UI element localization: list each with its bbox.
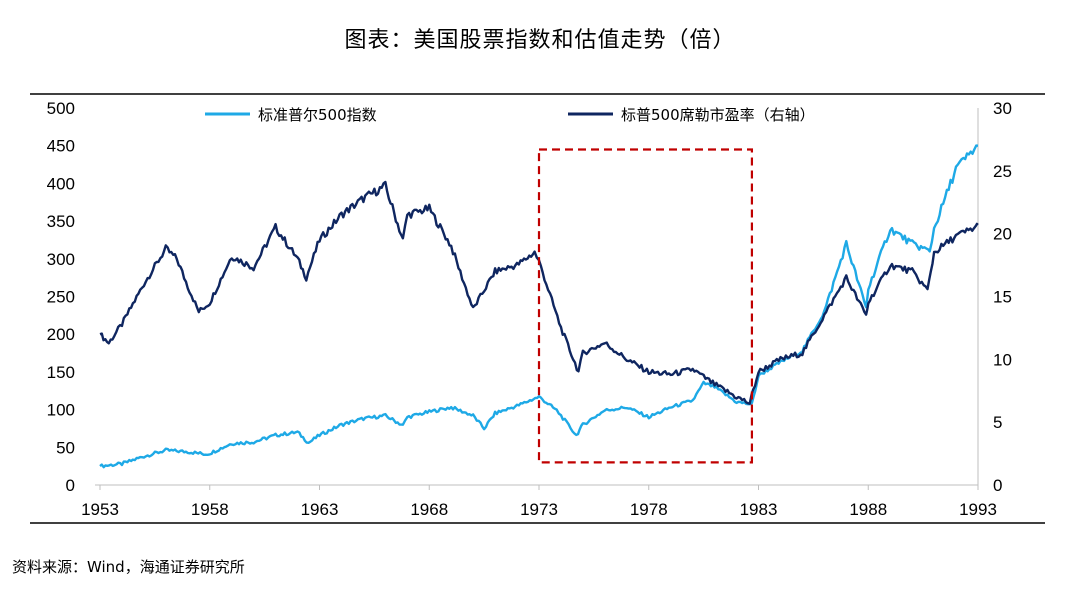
y-right-tick-label: 10 xyxy=(993,350,1012,369)
y-left-tick-label: 500 xyxy=(47,99,75,118)
x-tick-label: 1958 xyxy=(191,500,229,519)
y-left-tick-label: 200 xyxy=(47,325,75,344)
y-left-tick-label: 300 xyxy=(47,250,75,269)
x-tick-label: 1953 xyxy=(81,500,119,519)
x-tick-label: 1968 xyxy=(410,500,448,519)
highlight-box xyxy=(537,148,754,464)
y-left-tick-label: 450 xyxy=(47,137,75,156)
y-left-tick-label: 350 xyxy=(47,212,75,231)
y-left-tick-label: 50 xyxy=(56,438,75,457)
y-right-tick-label: 0 xyxy=(993,476,1002,495)
y-left-tick-label: 250 xyxy=(47,288,75,307)
y-right-tick-label: 5 xyxy=(993,413,1002,432)
y-right-tick-label: 25 xyxy=(993,162,1012,181)
y-right-ticks: 0 5 10 15 20 25 30 xyxy=(993,99,1012,495)
legend: 标准普尔500指数 标普500席勒市盈率（右轴） xyxy=(205,106,815,124)
x-ticks: 1953 1958 1963 1968 1973 1978 1983 1988 1993 xyxy=(81,485,997,519)
x-tick-label: 1983 xyxy=(740,500,778,519)
y-left-tick-label: 100 xyxy=(47,401,75,420)
x-tick-label: 1978 xyxy=(630,500,668,519)
series-sp500-line xyxy=(99,144,979,469)
chart-area: 0 50 100 150 200 250 300 350 400 450 500 0 5 10 15 20 2… xyxy=(30,93,1045,524)
chart-title: 图表：美国股票指数和估值走势（倍） xyxy=(344,28,736,53)
series-pe-line xyxy=(99,180,979,405)
x-tick-label: 1988 xyxy=(849,500,887,519)
legend-label-sp500: 标准普尔500指数 xyxy=(258,106,377,124)
y-left-tick-label: 400 xyxy=(47,174,75,193)
y-left-tick-label: 0 xyxy=(66,476,75,495)
legend-label-pe: 标普500席勒市盈率（右轴） xyxy=(621,106,815,124)
y-left-ticks: 0 50 100 150 200 250 300 350 400 450 500 xyxy=(47,99,75,495)
y-right-tick-label: 30 xyxy=(993,99,1012,118)
source-note: 资料来源：Wind，海通证券研究所 xyxy=(12,558,245,576)
x-tick-label: 1993 xyxy=(959,500,997,519)
x-tick-label: 1963 xyxy=(301,500,339,519)
y-left-tick-label: 150 xyxy=(47,363,75,382)
y-right-tick-label: 20 xyxy=(993,225,1012,244)
y-right-tick-label: 15 xyxy=(993,288,1012,307)
x-tick-label: 1973 xyxy=(520,500,558,519)
